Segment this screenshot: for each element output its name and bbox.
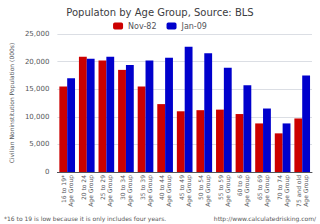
svg-text:Jan-09: Jan-09: [181, 22, 207, 31]
svg-text:Nov-82: Nov-82: [128, 22, 156, 31]
svg-text:*16 to 19 is low because it is: *16 to 19 is low because it is only incl…: [4, 215, 166, 223]
svg-text:20,000: 20,000: [25, 58, 50, 66]
svg-text:70 to 74: 70 to 74: [276, 175, 283, 200]
svg-text:60 to 6: 60 to 6: [236, 175, 243, 196]
svg-text:30 to 34: 30 to 34: [119, 175, 126, 200]
svg-text:65 to 69: 65 to 69: [256, 175, 263, 200]
svg-text:25,000: 25,000: [25, 30, 50, 38]
svg-text:50 to 54: 50 to 54: [197, 175, 204, 200]
svg-text:Age Group: Age Group: [283, 175, 291, 207]
svg-text:16 to 19*: 16 to 19*: [60, 175, 67, 203]
svg-text:5,000: 5,000: [29, 140, 49, 148]
svg-text:Age Group: Age Group: [263, 175, 271, 207]
svg-text:Age Group: Age Group: [106, 175, 114, 207]
svg-text:20 to 24: 20 to 24: [80, 175, 87, 200]
svg-text:Age Group: Age Group: [204, 175, 212, 207]
svg-text:35 to 39: 35 to 39: [139, 175, 146, 200]
svg-text:40 to 44: 40 to 44: [158, 175, 165, 200]
svg-text:15,000: 15,000: [25, 85, 50, 93]
svg-text:10,000: 10,000: [25, 113, 50, 121]
svg-text:Age Group: Age Group: [126, 175, 134, 207]
svg-text:Age Group: Age Group: [302, 175, 310, 207]
svg-text:Age Group: Age Group: [146, 175, 154, 207]
svg-text:Age Group: Age Group: [224, 175, 232, 207]
svg-text:25 to 29: 25 to 29: [99, 175, 106, 200]
svg-text:Age Group: Age Group: [243, 175, 251, 207]
svg-text:75 and old: 75 and old: [295, 175, 302, 207]
svg-text:45 to 49: 45 to 49: [178, 175, 185, 200]
svg-text:http://www.calculatedrisking.c: http://www.calculatedrisking.com/: [214, 215, 317, 223]
svg-text:Civilian Noninstitution Popula: Civilian Noninstitution Population (000s…: [8, 43, 16, 164]
svg-text:Age Group: Age Group: [165, 175, 173, 207]
svg-text:Age Group: Age Group: [67, 175, 75, 207]
svg-text:0: 0: [45, 168, 49, 176]
svg-text:Age Group: Age Group: [185, 175, 193, 207]
svg-text:Age Group: Age Group: [87, 175, 95, 207]
svg-text:55 to 59: 55 to 59: [217, 175, 224, 200]
svg-text:Populaton by Age Group, Source: Populaton by Age Group, Source: BLS: [66, 7, 253, 18]
